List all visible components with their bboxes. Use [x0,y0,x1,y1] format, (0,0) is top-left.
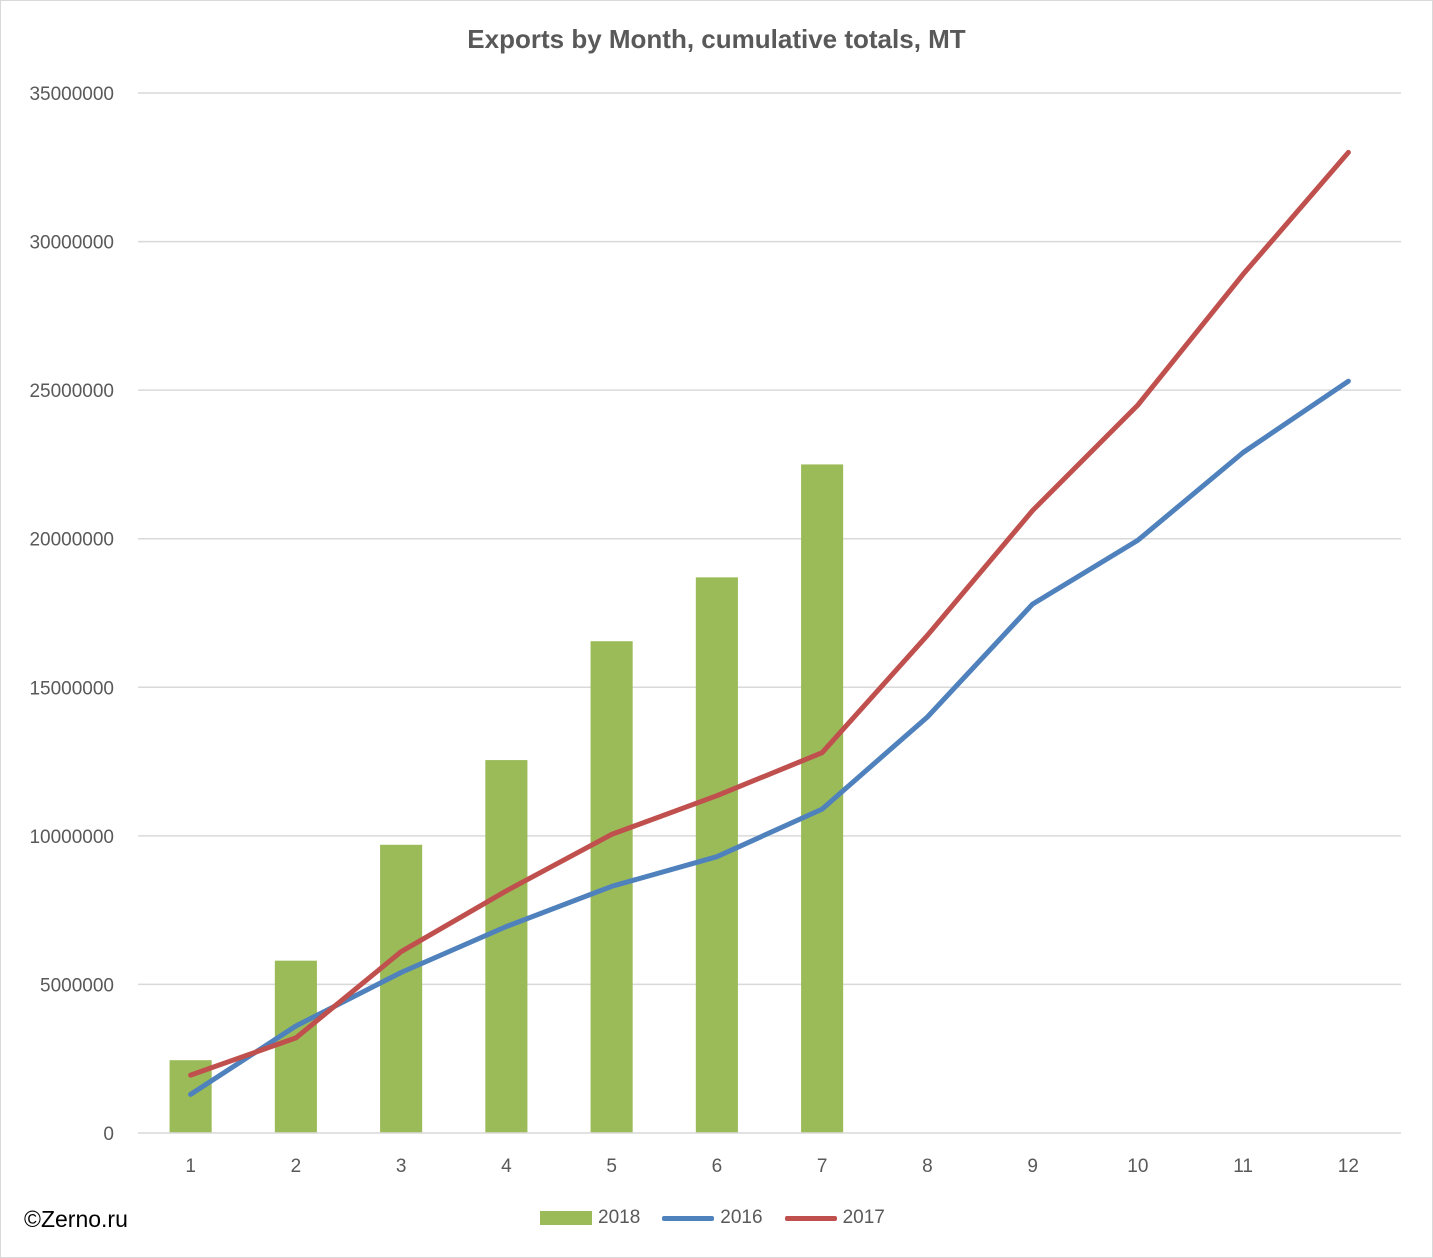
legend-label-2017: 2017 [842,1207,885,1228]
legend-label-2018: 2018 [598,1207,641,1228]
gridlines [138,92,1401,986]
x-tick-label: 5 [606,1156,617,1177]
x-tick-label: 7 [817,1156,828,1177]
x-axis-ticks: 1 2 3 4 5 6 7 8 9 10 11 12 [185,1156,1359,1177]
legend: 2018 2016 2017 [540,1206,907,1230]
legend-item-2018: 2018 [540,1207,640,1229]
legend-swatch-2016 [662,1215,715,1221]
x-tick-label: 1 [185,1156,196,1177]
bar-2018 [485,760,528,1133]
bar-series [169,464,844,1133]
series-line-2016 [188,378,1351,1097]
series-line-2017 [188,149,1351,1078]
y-tick-label: 35000000 [29,84,114,105]
legend-item-2017: 2017 [784,1207,885,1229]
x-tick-label: 12 [1338,1156,1359,1177]
bar-2018 [380,844,423,1133]
x-tick-label: 2 [291,1156,302,1177]
y-tick-label: 20000000 [29,530,114,551]
x-tick-label: 3 [396,1156,407,1177]
x-tick-label: 10 [1127,1156,1148,1177]
x-tick-label: 11 [1233,1156,1253,1177]
x-tick-label: 9 [1027,1156,1038,1177]
y-tick-label: 10000000 [29,827,114,848]
y-tick-label: 25000000 [29,381,114,402]
y-tick-label: 15000000 [29,678,114,699]
legend-item-2016: 2016 [662,1207,763,1229]
x-tick-label: 6 [712,1156,723,1177]
line-series [188,149,1351,1097]
x-tick-label: 8 [922,1156,933,1177]
legend-label-2016: 2016 [720,1207,763,1228]
y-tick-label: 0 [103,1124,114,1145]
y-tick-label: 30000000 [29,233,114,254]
y-axis-ticks: 0 5000000 10000000 15000000 20000000 25000000… [29,84,114,1145]
legend-swatch-2017 [784,1215,837,1221]
chart-title: Exports by Month, cumulative totals, MT [467,24,966,54]
y-tick-label: 5000000 [40,975,114,996]
bar-2018 [274,960,317,1133]
x-tick-label: 4 [501,1156,512,1177]
source-credit: ©Zerno.ru [24,1206,128,1232]
legend-swatch-2018 [540,1211,592,1225]
